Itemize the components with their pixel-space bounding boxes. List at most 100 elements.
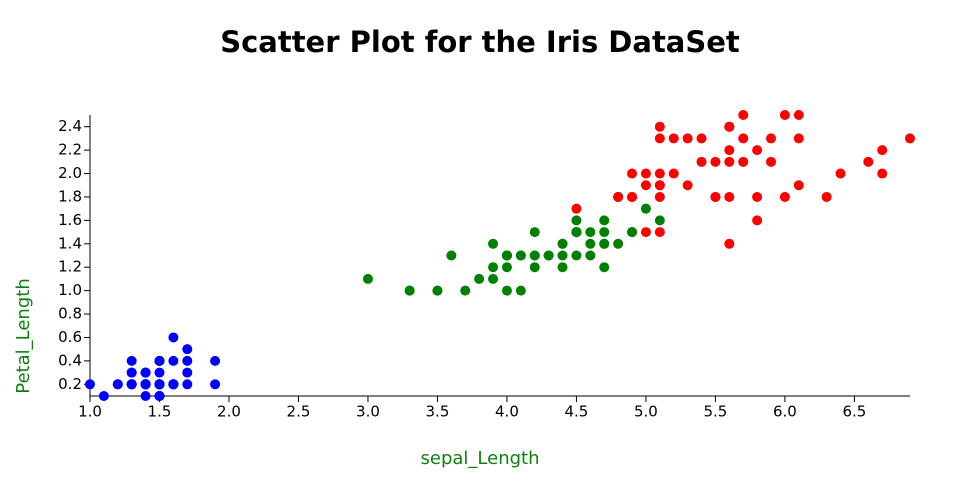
point (126, 355, 137, 366)
point (98, 391, 109, 401)
point (640, 203, 651, 214)
point (710, 156, 721, 167)
point (724, 191, 735, 202)
y-tick-label: 2.2 (58, 141, 82, 159)
point (779, 191, 790, 202)
point (210, 355, 221, 366)
x-tick-label: 6.5 (842, 403, 866, 421)
point (835, 168, 846, 179)
point (168, 332, 179, 343)
point (488, 273, 499, 284)
point (362, 273, 373, 284)
point (571, 250, 582, 261)
point (488, 262, 499, 273)
x-tick-label: 2.0 (217, 403, 241, 421)
point (738, 110, 749, 120)
chart-title: Scatter Plot for the Iris DataSet (220, 25, 740, 59)
y-tick-label: 1.2 (58, 258, 82, 276)
y-tick-label: 1.8 (58, 187, 82, 205)
x-tick-label: 4.5 (565, 403, 589, 421)
point (154, 355, 165, 366)
x-tick-label: 3.5 (426, 403, 450, 421)
point (696, 133, 707, 144)
y-tick-label: 2.4 (58, 117, 82, 135)
point (613, 191, 624, 202)
point (599, 215, 610, 226)
point (793, 110, 804, 120)
point (710, 191, 721, 202)
point (682, 180, 693, 191)
point (793, 133, 804, 144)
point (85, 379, 95, 390)
point (140, 367, 151, 378)
y-tick-label: 0.2 (58, 375, 82, 393)
point (738, 133, 749, 144)
point (140, 379, 151, 390)
point (154, 379, 165, 390)
point (738, 156, 749, 167)
point (210, 379, 221, 390)
point (168, 379, 179, 390)
point (182, 379, 193, 390)
y-tick-label: 1.0 (58, 281, 82, 299)
point (724, 145, 735, 156)
point (515, 250, 526, 261)
point (529, 227, 540, 238)
x-tick-label: 2.5 (287, 403, 311, 421)
point (640, 227, 651, 238)
point (515, 285, 526, 296)
point (571, 203, 582, 214)
point (752, 145, 763, 156)
point (682, 133, 693, 144)
point (793, 180, 804, 191)
point (140, 391, 151, 401)
point (905, 133, 915, 144)
x-tick-label: 1.5 (148, 403, 172, 421)
point (126, 367, 137, 378)
point (613, 238, 624, 249)
point (488, 238, 499, 249)
point (654, 227, 665, 238)
point (182, 344, 193, 355)
point (654, 215, 665, 226)
point (724, 121, 735, 132)
point (404, 285, 415, 296)
point (557, 262, 568, 273)
point (654, 133, 665, 144)
y-tick-label: 0.8 (58, 305, 82, 323)
x-tick-label: 1.0 (78, 403, 102, 421)
point (529, 250, 540, 261)
point (154, 367, 165, 378)
point (501, 250, 512, 261)
point (654, 168, 665, 179)
x-tick-label: 6.0 (773, 403, 797, 421)
point (585, 250, 596, 261)
point (640, 168, 651, 179)
point (543, 250, 554, 261)
y-tick-label: 1.6 (58, 211, 82, 229)
point (585, 238, 596, 249)
point (724, 156, 735, 167)
point (126, 379, 137, 390)
point (724, 238, 735, 249)
x-tick-label: 5.5 (703, 403, 727, 421)
point (432, 285, 443, 296)
point (766, 156, 777, 167)
point (557, 238, 568, 249)
x-tick-label: 3.0 (356, 403, 380, 421)
y-tick-label: 0.6 (58, 328, 82, 346)
point (668, 133, 679, 144)
point (460, 285, 471, 296)
x-axis-title: sepal_Length (421, 448, 540, 469)
point (168, 355, 179, 366)
y-axis-title: Petal_Length (13, 278, 34, 393)
y-tick-label: 1.4 (58, 234, 82, 252)
point (529, 262, 540, 273)
point (112, 379, 123, 390)
point (446, 250, 457, 261)
y-tick-label: 2.0 (58, 164, 82, 182)
point (821, 191, 832, 202)
point (501, 285, 512, 296)
point (654, 121, 665, 132)
